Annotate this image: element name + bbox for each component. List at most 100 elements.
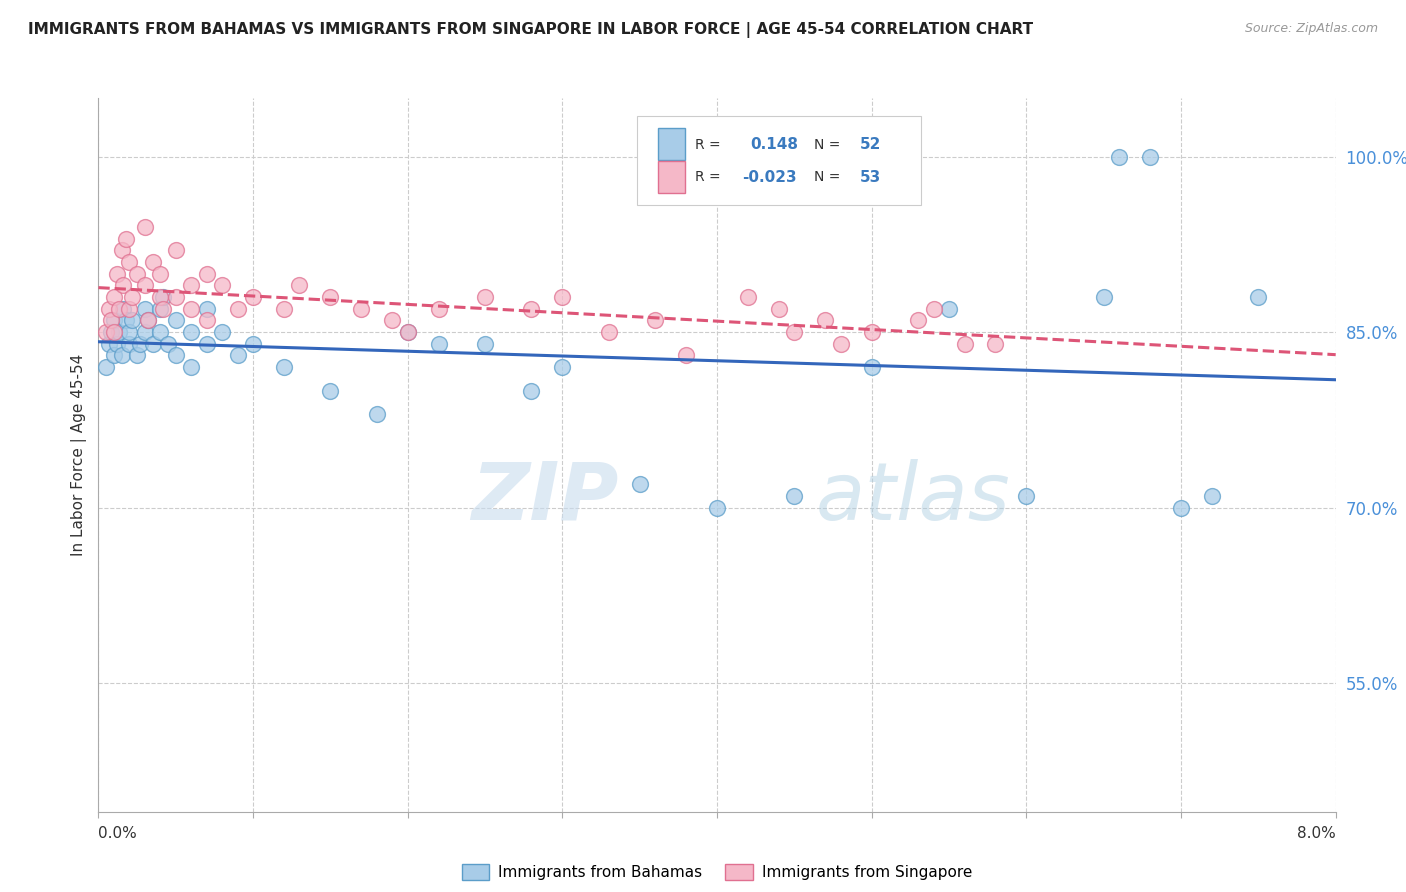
Point xyxy=(628,477,651,491)
Point xyxy=(907,313,929,327)
Text: Source: ZipAtlas.com: Source: ZipAtlas.com xyxy=(1244,22,1378,36)
Point xyxy=(118,336,141,351)
Text: R =: R = xyxy=(695,137,720,152)
Point xyxy=(195,313,218,327)
Point xyxy=(152,301,174,316)
FancyBboxPatch shape xyxy=(658,161,685,193)
Point xyxy=(149,325,172,339)
Point xyxy=(112,301,135,316)
Text: atlas: atlas xyxy=(815,458,1011,537)
Point xyxy=(598,325,620,339)
Point xyxy=(127,267,149,281)
Point xyxy=(319,384,342,398)
Point xyxy=(551,360,574,375)
Point xyxy=(134,278,156,293)
Point xyxy=(1247,290,1270,304)
Point xyxy=(100,313,122,327)
Point xyxy=(115,313,138,327)
Point xyxy=(520,301,543,316)
Point xyxy=(105,336,128,351)
Point xyxy=(105,267,128,281)
Point xyxy=(226,349,249,363)
Point xyxy=(115,231,138,245)
Point xyxy=(953,336,976,351)
Point xyxy=(1139,150,1161,164)
Point xyxy=(129,336,152,351)
Point xyxy=(226,301,249,316)
Point xyxy=(350,301,373,316)
Point xyxy=(814,313,837,327)
Point xyxy=(551,290,574,304)
Point xyxy=(165,313,187,327)
Point xyxy=(922,301,945,316)
Point xyxy=(211,278,233,293)
Point xyxy=(675,349,697,363)
Text: N =: N = xyxy=(814,137,839,152)
Point xyxy=(165,243,187,257)
Point xyxy=(121,313,143,327)
Point xyxy=(149,267,172,281)
Point xyxy=(118,255,141,269)
Point xyxy=(111,243,132,257)
FancyBboxPatch shape xyxy=(658,128,685,161)
Point xyxy=(783,325,806,339)
Point xyxy=(98,301,121,316)
Point xyxy=(644,313,666,327)
Point xyxy=(180,278,202,293)
Point xyxy=(830,336,852,351)
Point xyxy=(273,301,295,316)
Text: 0.148: 0.148 xyxy=(751,137,799,152)
Text: 53: 53 xyxy=(859,169,880,185)
Point xyxy=(1170,500,1192,515)
Point xyxy=(396,325,419,339)
Point xyxy=(149,290,172,304)
Point xyxy=(319,290,342,304)
Point xyxy=(103,349,125,363)
Point xyxy=(107,301,129,316)
Text: -0.023: -0.023 xyxy=(742,169,796,185)
Point xyxy=(706,500,728,515)
Point xyxy=(195,336,218,351)
Point xyxy=(118,325,141,339)
Point xyxy=(127,349,149,363)
Point xyxy=(136,313,159,327)
Point xyxy=(165,349,187,363)
Point xyxy=(180,360,202,375)
Point xyxy=(737,290,759,304)
Point xyxy=(141,336,165,351)
Point xyxy=(520,384,543,398)
Point xyxy=(157,336,180,351)
Point xyxy=(136,313,159,327)
Point xyxy=(152,290,174,304)
Point xyxy=(938,301,960,316)
Point xyxy=(366,407,388,421)
Point xyxy=(381,313,404,327)
Point xyxy=(103,290,125,304)
Point xyxy=(149,301,172,316)
Point xyxy=(242,336,264,351)
Text: IMMIGRANTS FROM BAHAMAS VS IMMIGRANTS FROM SINGAPORE IN LABOR FORCE | AGE 45-54 : IMMIGRANTS FROM BAHAMAS VS IMMIGRANTS FR… xyxy=(28,22,1033,38)
Point xyxy=(1201,489,1223,503)
Point xyxy=(134,325,156,339)
Point xyxy=(96,325,118,339)
Point xyxy=(100,325,122,339)
Y-axis label: In Labor Force | Age 45-54: In Labor Force | Age 45-54 xyxy=(72,354,87,556)
Point xyxy=(860,360,883,375)
Text: R =: R = xyxy=(695,170,720,185)
Point xyxy=(1092,290,1115,304)
Point xyxy=(242,290,264,304)
Point xyxy=(103,313,125,327)
Text: N =: N = xyxy=(814,170,839,185)
Point xyxy=(98,336,121,351)
Point xyxy=(111,349,132,363)
Point xyxy=(134,219,156,234)
Point xyxy=(1108,150,1130,164)
FancyBboxPatch shape xyxy=(637,116,921,205)
Point xyxy=(195,267,218,281)
Text: ZIP: ZIP xyxy=(471,458,619,537)
Point xyxy=(96,360,118,375)
Point xyxy=(427,336,450,351)
Point xyxy=(984,336,1007,351)
Point xyxy=(195,301,218,316)
Point xyxy=(474,290,496,304)
